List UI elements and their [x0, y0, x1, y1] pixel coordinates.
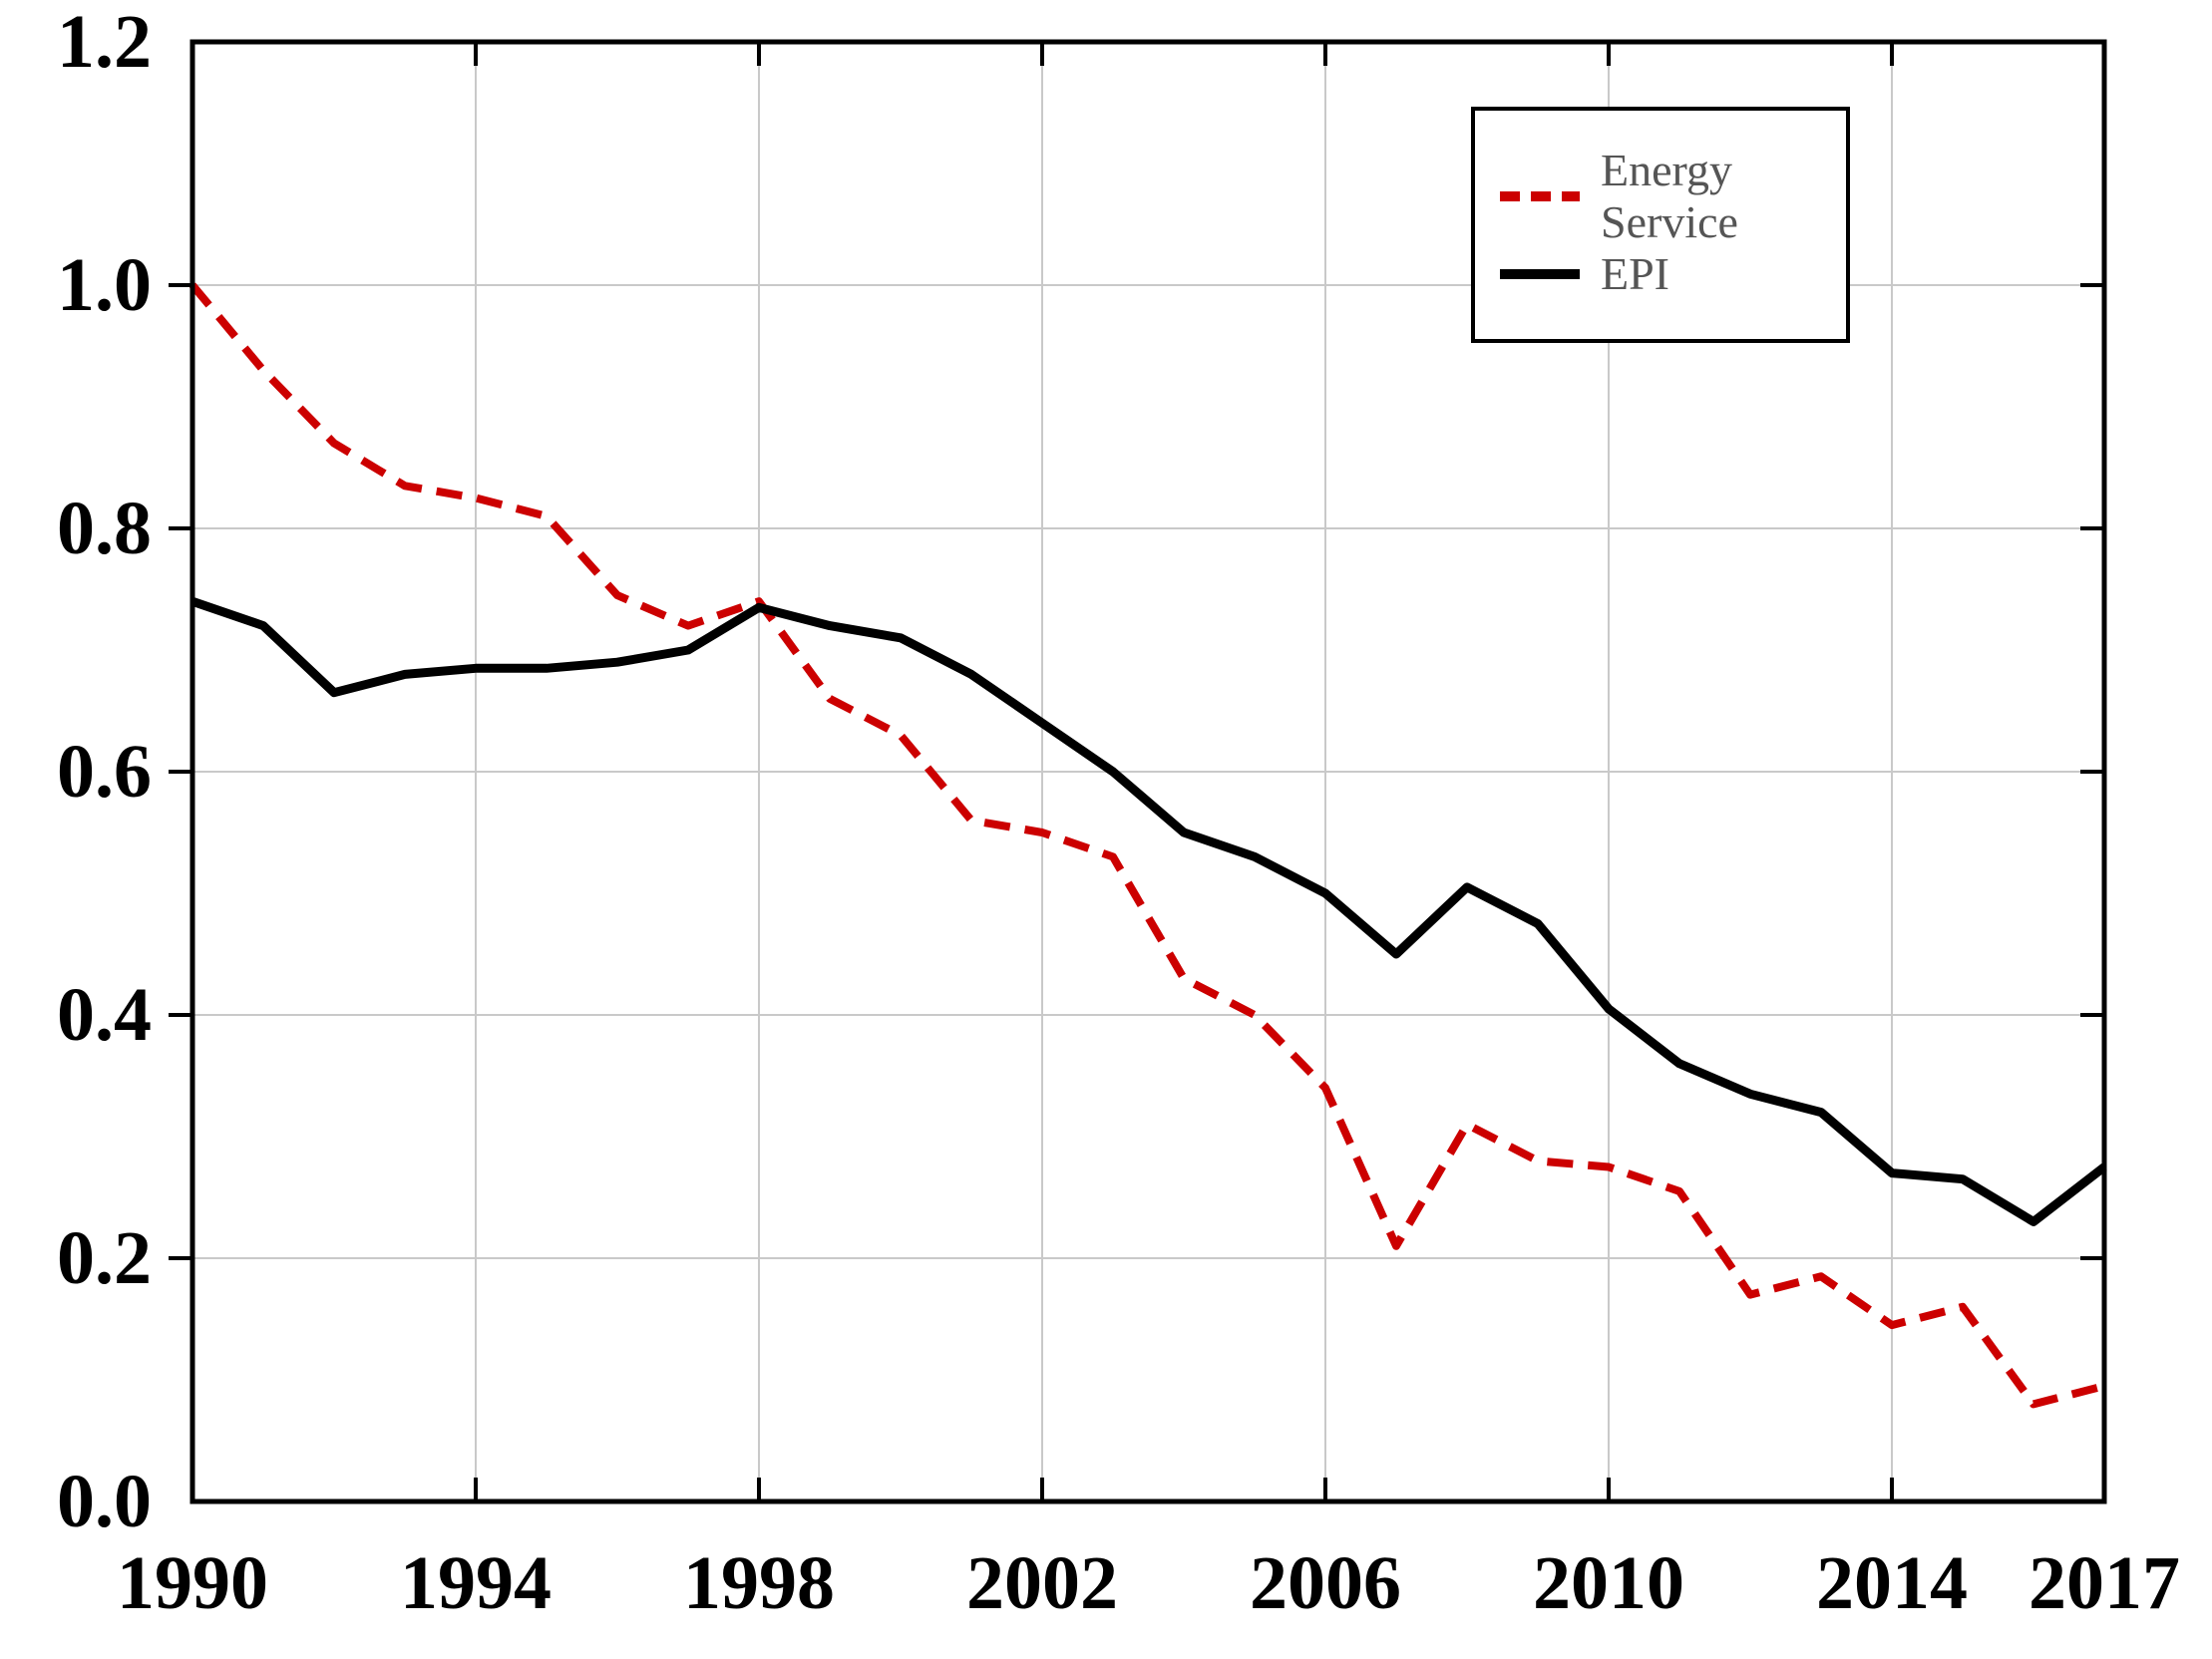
x-axis-tick-label: 1990	[117, 1541, 268, 1625]
legend: Energy Service EPI	[1471, 107, 1850, 343]
y-axis-tick-label: 1.0	[57, 243, 152, 327]
y-axis-tick-label: 0.2	[57, 1216, 152, 1300]
y-axis-tick-label: 0.8	[57, 487, 152, 570]
y-axis-tick-label: 1.2	[57, 0, 152, 84]
legend-item-energy-service: Energy Service	[1499, 145, 1846, 248]
x-axis-tick-label: 2014	[1816, 1541, 1968, 1625]
x-axis-tick-label: 1994	[400, 1541, 552, 1625]
legend-item-epi: EPI	[1499, 248, 1846, 300]
series-line-energy-service	[188, 282, 2105, 1409]
y-axis-tick-label: 0.4	[57, 973, 152, 1057]
x-axis-tick-label: 1998	[683, 1541, 835, 1625]
x-axis-tick-label: 2017	[2028, 1541, 2180, 1625]
y-axis-tick-label: 0.6	[57, 730, 152, 814]
dashed-line-sample-icon	[1500, 191, 1580, 201]
legend-label-epi: EPI	[1601, 248, 1669, 299]
solid-line-sample-icon	[1500, 269, 1580, 279]
legend-label-energy-service: Energy Service	[1601, 145, 1738, 247]
x-axis-tick-label: 2002	[966, 1541, 1118, 1625]
x-axis-tick-label: 2006	[1250, 1541, 1401, 1625]
y-axis-tick-label: 0.0	[57, 1460, 152, 1543]
x-axis-tick-label: 2010	[1533, 1541, 1684, 1625]
series-line-epi	[190, 596, 2107, 1226]
